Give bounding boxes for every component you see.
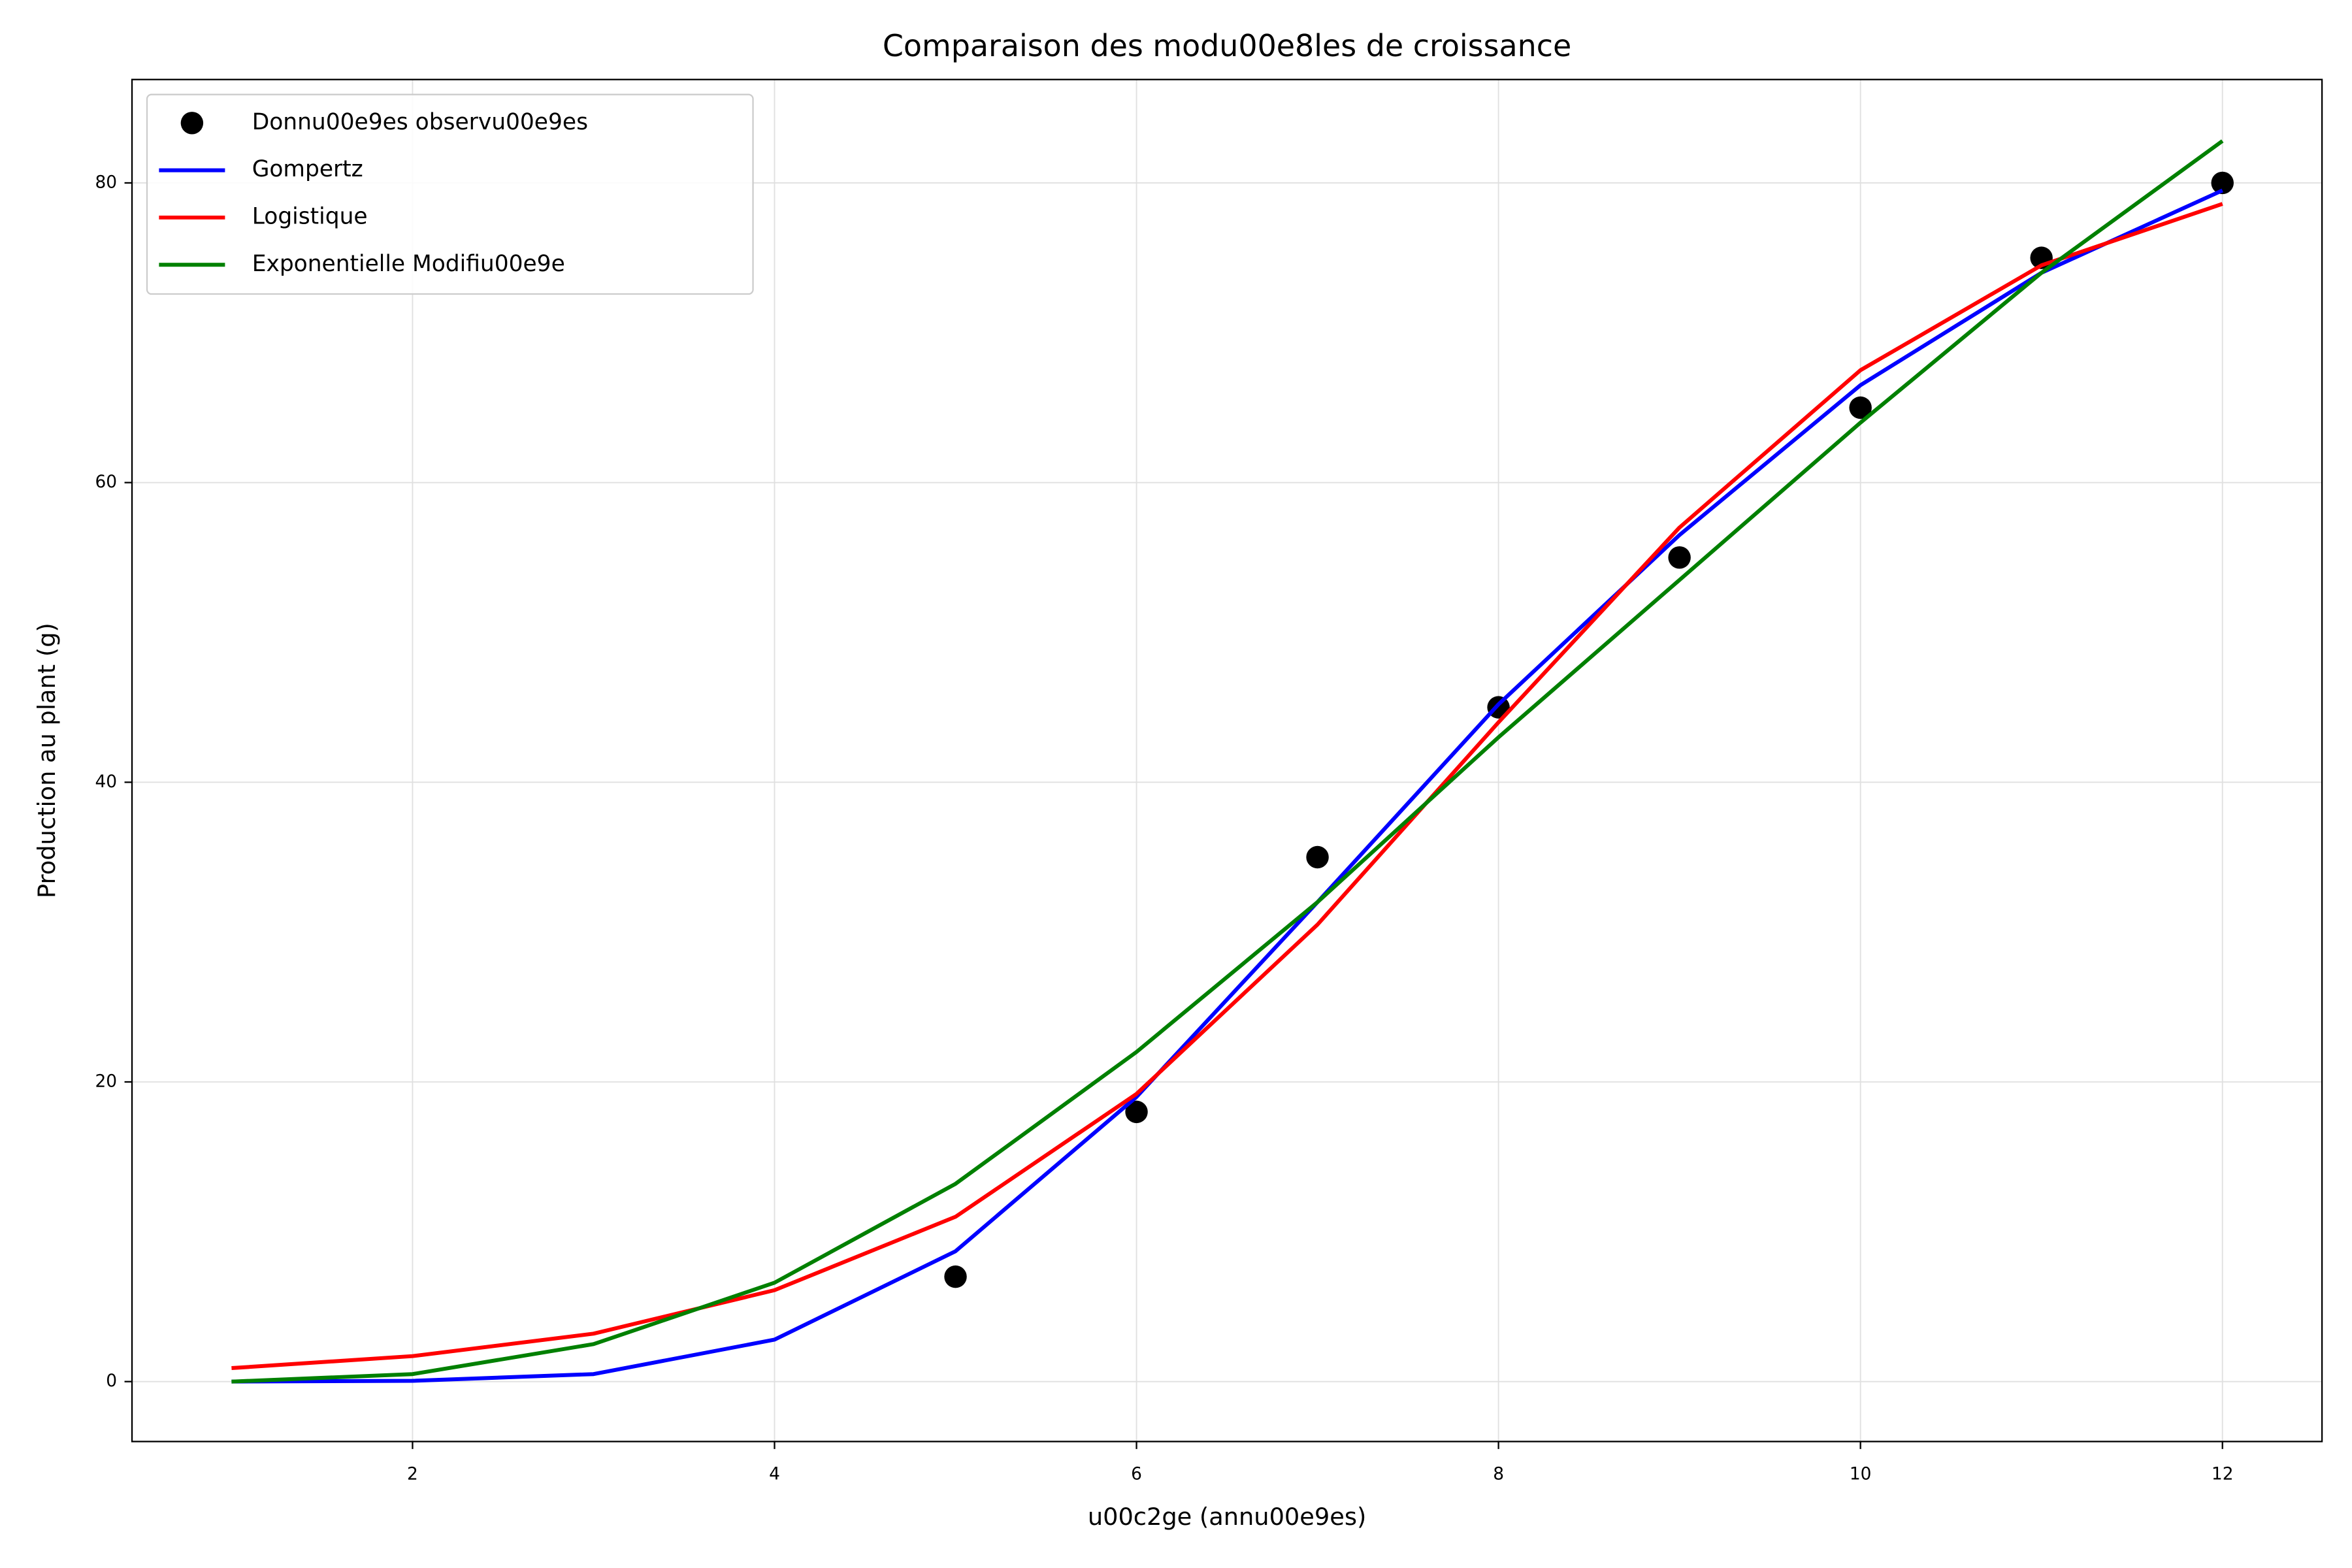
- y-tick-label: 60: [95, 472, 117, 492]
- y-tick-label: 20: [95, 1071, 117, 1092]
- legend-marker: [180, 112, 204, 135]
- series-line: [231, 188, 2223, 1384]
- legend-box: [146, 93, 754, 295]
- data-point: [1125, 1100, 1148, 1124]
- legend-label: Donnu00e9es observu00e9es: [252, 109, 588, 135]
- x-tick-label: 6: [1131, 1463, 1142, 1484]
- chart-title: Comparaison des modu00e8les de croissanc…: [883, 28, 1571, 63]
- x-tick-label: 4: [769, 1463, 780, 1484]
- data-point: [1306, 845, 1329, 869]
- x-tick-label: 8: [1493, 1463, 1504, 1484]
- legend-label: Gompertz: [252, 156, 363, 182]
- y-tick-label: 0: [106, 1371, 117, 1391]
- legend-label: Logistique: [252, 203, 368, 229]
- data-point: [1668, 546, 1691, 569]
- x-tick-label: 12: [2212, 1463, 2234, 1484]
- data-point: [2211, 171, 2234, 195]
- series-line: [231, 202, 2223, 1371]
- plot-frame: [131, 78, 2323, 1443]
- data-point: [944, 1265, 967, 1288]
- x-axis-label: u00c2ge (annu00e9es): [1088, 1503, 1366, 1531]
- y-tick-label: 40: [95, 772, 117, 792]
- x-tick-label: 2: [407, 1463, 418, 1484]
- series-line: [231, 139, 2224, 1384]
- y-axis-label: Production au plant (g): [33, 623, 61, 898]
- data-point: [1849, 396, 1872, 419]
- legend-label: Exponentielle Modifiu00e9e: [252, 251, 565, 277]
- x-tick-label: 10: [1850, 1463, 1872, 1484]
- y-tick-label: 80: [95, 172, 117, 192]
